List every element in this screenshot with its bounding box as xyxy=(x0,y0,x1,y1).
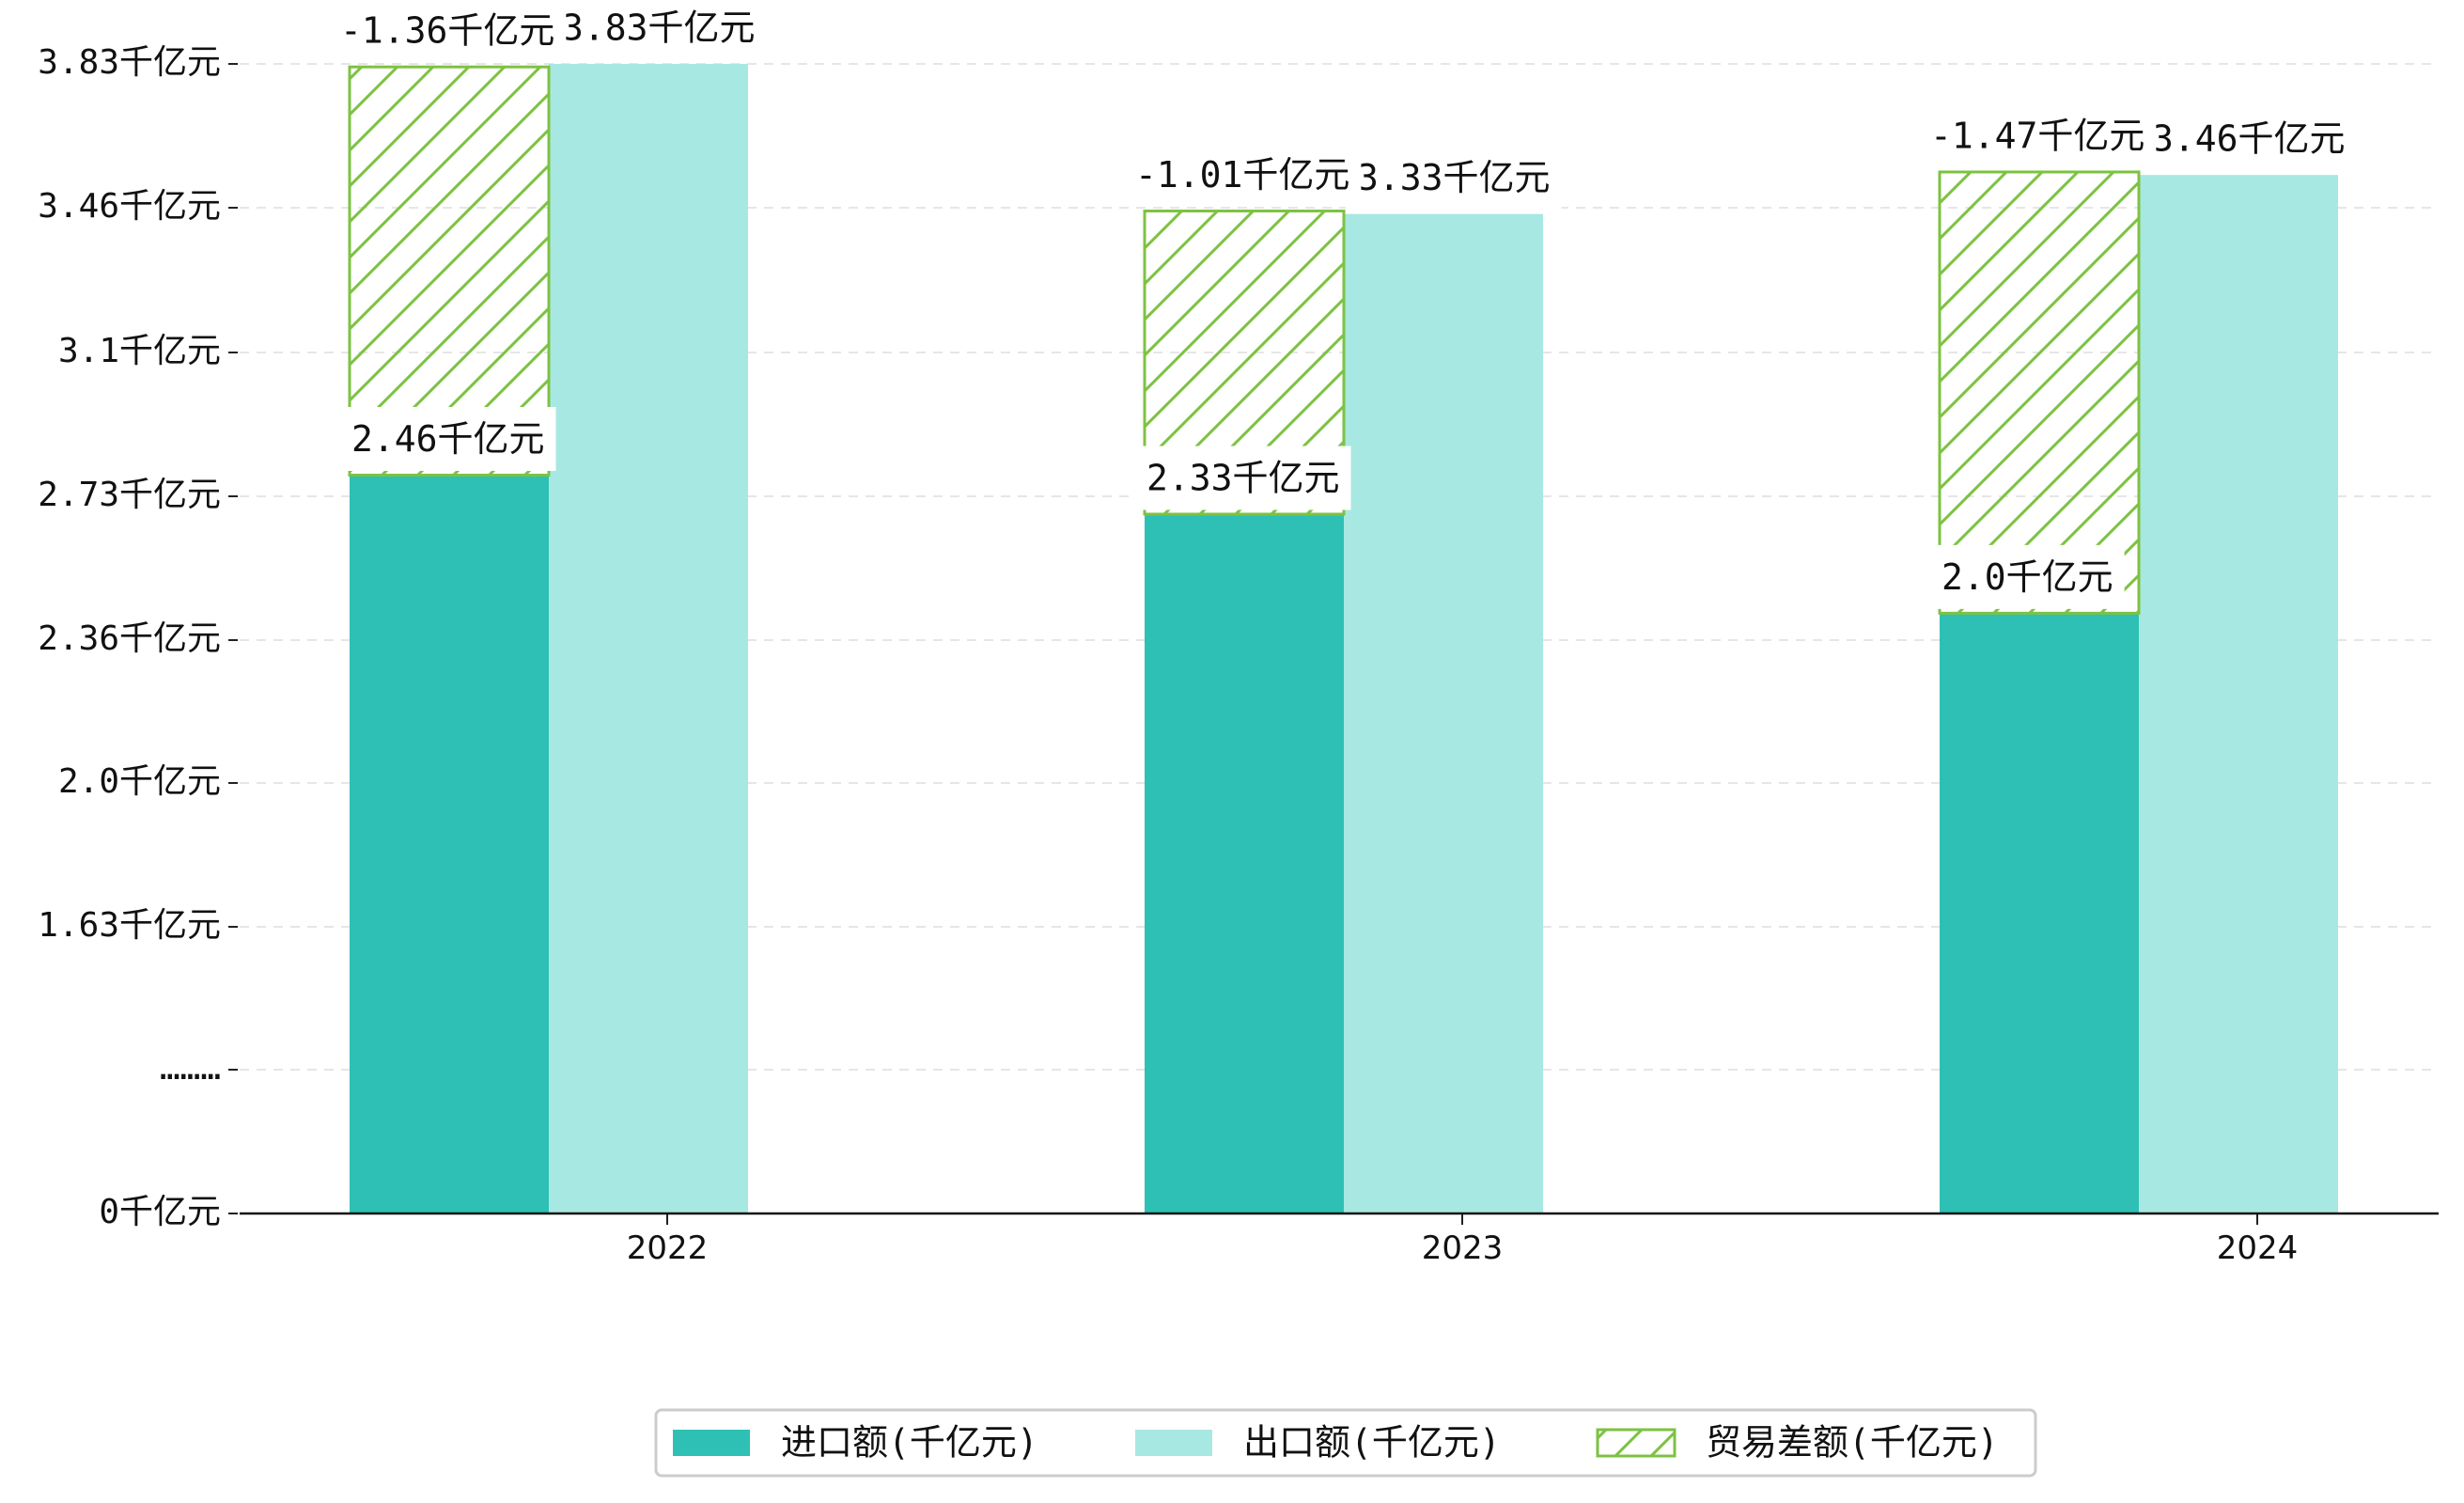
label-balance-group: -1.36千亿元 xyxy=(329,0,567,63)
label-export: 3.46千亿元 xyxy=(2152,118,2346,160)
y-tick-label: 0千亿元 xyxy=(99,1193,221,1231)
y-tick-label: 3.1千亿元 xyxy=(58,332,221,370)
x-tick-label: 2024 xyxy=(2217,1229,2299,1267)
x-tick-label: 2022 xyxy=(627,1229,709,1267)
bar-export xyxy=(549,64,748,1213)
label-import-bg xyxy=(1135,446,1351,510)
legend-label: 进口额(千亿元) xyxy=(781,1422,1038,1464)
y-tick-label: 2.73千亿元 xyxy=(38,476,221,514)
x-tick-label: 2023 xyxy=(1422,1229,1504,1267)
label-balance-bg xyxy=(329,0,567,63)
label-balance: -1.47千亿元 xyxy=(1930,115,2144,156)
label-balance-group: -1.01千亿元 xyxy=(1124,142,1362,207)
label-balance-bg xyxy=(1124,142,1362,207)
bar-export xyxy=(2139,175,2338,1214)
y-tick-label: 1.63千亿元 xyxy=(38,906,221,945)
legend-label: 贸易差额(千亿元) xyxy=(1706,1422,1999,1464)
y-tick-label: 2.36千亿元 xyxy=(38,619,221,658)
label-import: 2.33千亿元 xyxy=(1146,457,1340,498)
label-export-bg xyxy=(1346,146,1562,211)
label-balance-bg xyxy=(1919,103,2157,168)
label-import-bg xyxy=(340,406,556,471)
label-import-group: 2.0千亿元 xyxy=(1930,544,2125,609)
bar-import xyxy=(1145,513,1344,1213)
y-tick-label: ……… xyxy=(160,1049,221,1088)
label-balance: -1.01千亿元 xyxy=(1135,154,1349,196)
legend: 进口额(千亿元) 出口额(千亿元) 贸易差额(千亿元) xyxy=(654,1408,2037,1478)
label-balance-group: -1.47千亿元 xyxy=(1919,103,2157,168)
y-tick-label: 3.83千亿元 xyxy=(38,43,221,82)
y-tick-label: 2.0千亿元 xyxy=(58,762,221,801)
label-balance: -1.36千亿元 xyxy=(340,10,554,52)
legend-swatch-balance xyxy=(1596,1428,1676,1458)
label-export-bg xyxy=(551,0,767,60)
label-import: 2.46千亿元 xyxy=(351,418,545,460)
legend-swatch-export xyxy=(1135,1430,1212,1456)
legend-swatch-import xyxy=(673,1430,750,1456)
y-tick-label: 3.46千亿元 xyxy=(38,187,221,226)
bar-import xyxy=(1940,613,2139,1213)
label-export: 3.83千亿元 xyxy=(562,8,756,49)
legend-label: 出口额(千亿元) xyxy=(1243,1422,1501,1464)
bar-import xyxy=(350,475,549,1213)
bars xyxy=(348,64,2338,1214)
label-import: 2.0千亿元 xyxy=(1942,556,2113,598)
label-export-group: 3.33千亿元 xyxy=(1346,146,1562,211)
bar-export xyxy=(1344,213,1543,1214)
label-import-group: 2.33千亿元 xyxy=(1135,446,1351,510)
axes: 0千亿元 ……… 1.63千亿元 2.0千亿元 2.36千亿元 2.73千亿元 3.1千亿元… xyxy=(38,43,2439,1267)
label-export-bg xyxy=(2141,106,2357,171)
data-labels: 3.83千亿元-1.36千亿元 2.46千亿元 3.33千亿元-1.01千亿元 2.3… xyxy=(329,0,2357,609)
label-import-group: 2.46千亿元 xyxy=(340,406,556,471)
label-export-group: 3.46千亿元 xyxy=(2141,106,2357,171)
label-export: 3.33千亿元 xyxy=(1357,157,1551,198)
legend-frame xyxy=(654,1408,2037,1478)
label-export-group: 3.83千亿元 xyxy=(551,0,767,60)
label-import-bg xyxy=(1930,544,2125,609)
bar-balance xyxy=(1938,170,2141,615)
